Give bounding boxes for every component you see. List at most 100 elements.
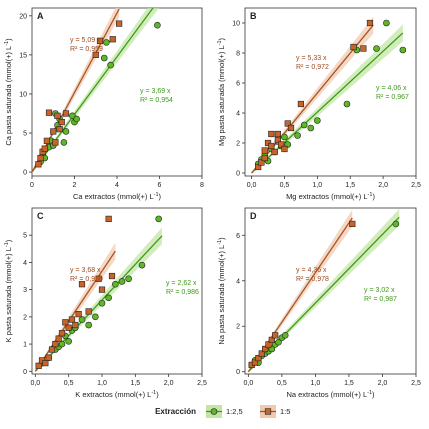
- x-axis-title-exponent: -1: [368, 192, 373, 198]
- regression-line-1:5: [34, 250, 116, 372]
- point-square: [41, 145, 48, 152]
- x-tick-label: 2,0: [164, 380, 174, 387]
- point-square: [287, 124, 295, 132]
- point-square: [284, 120, 291, 127]
- y-axis-title: Ca pasta saturada (mmol(+) L-1): [4, 38, 13, 146]
- panel-D: 0,0 0,5 1,0 1,5 2,0 2,5 0 2 4 6 Na extractos (mmol…: [217, 207, 421, 399]
- point-circle: [62, 128, 70, 135]
- y-tick-label: 6: [236, 233, 240, 240]
- point-square: [262, 345, 269, 353]
- point-circle: [138, 261, 146, 269]
- point-circle: [60, 139, 68, 146]
- equation-label: y = 3,68 x: [70, 267, 101, 274]
- legend-title: Extracción: [155, 407, 196, 416]
- r2-label: R² = 0,978: [296, 276, 329, 283]
- y-axis-title-close: ): [217, 237, 226, 240]
- plot-content: [32, 8, 161, 174]
- point-square: [108, 272, 116, 280]
- point-circle: [85, 321, 92, 329]
- point-square: [268, 142, 275, 150]
- y-axis-title-close: ): [4, 38, 13, 41]
- panel-label: A: [37, 11, 44, 21]
- plot-area: [31, 7, 203, 177]
- x-tick-label: 2,5: [411, 182, 421, 189]
- point-square: [261, 154, 268, 162]
- point-square: [255, 354, 262, 362]
- point-square: [45, 109, 53, 116]
- point-square: [95, 275, 102, 282]
- point-circle: [103, 39, 110, 46]
- x-tick-label: 1,5: [130, 380, 140, 387]
- x-axis-title-close: ): [372, 390, 375, 399]
- panel-C: 0,0 0,5 1,0 1,5 2,0 2,5 0 1 2 3 4 5 K extractos (mmo…: [4, 207, 207, 399]
- legend-label: 1:2,5: [226, 407, 243, 416]
- legend: Extracción 1:2,5 1:5: [155, 405, 290, 418]
- point-square: [258, 350, 265, 357]
- point-square: [366, 19, 374, 27]
- point-square: [85, 308, 92, 315]
- point-square: [35, 161, 42, 168]
- x-tick-label: 2,0: [378, 380, 388, 387]
- point-circle: [98, 299, 106, 307]
- panel-label: D: [250, 211, 257, 221]
- point-circle: [107, 61, 114, 69]
- x-tick-label: 2,0: [378, 182, 388, 189]
- x-axis-title-text: Mg extractos (mmol(+) L: [286, 192, 367, 201]
- point-square: [96, 37, 104, 44]
- point-circle: [92, 313, 99, 321]
- point-square: [116, 20, 123, 27]
- point-square: [360, 45, 367, 52]
- x-tick-label: 0,0: [247, 182, 257, 189]
- point-square: [92, 51, 99, 58]
- point-square: [349, 220, 356, 228]
- point-square: [297, 100, 305, 108]
- y-tick-label: 2: [236, 141, 240, 148]
- legend-label: 1:5: [280, 407, 290, 416]
- point-circle: [314, 117, 321, 124]
- panel-B: 0,0 0,5 1,0 1,5 2,0 2,5 0 2 4 6 8 10 Mg extractos (m…: [217, 7, 421, 201]
- x-axis-title-close: ): [372, 192, 375, 201]
- y-tick-label: 2: [23, 314, 27, 321]
- equation-label: y = 4,36 x: [296, 267, 327, 274]
- equation-label: y = 5,33 x: [296, 55, 327, 62]
- y-tick-label: 5: [23, 233, 27, 240]
- y-tick-label: 1: [23, 342, 27, 349]
- y-tick-label: 10: [232, 21, 240, 28]
- point-square: [62, 110, 70, 117]
- point-circle: [275, 338, 282, 346]
- point-square: [281, 145, 288, 153]
- x-tick-label: 8: [200, 182, 204, 189]
- y-tick-label: 6: [236, 81, 240, 88]
- y-tick-label: 5: [23, 131, 27, 138]
- point-square: [65, 324, 72, 331]
- point-square: [255, 163, 262, 171]
- y-tick-label: 0: [236, 369, 240, 376]
- point-square: [58, 118, 65, 126]
- r2-label: R² = 0,987: [364, 296, 397, 303]
- x-tick-label: 0,0: [243, 380, 253, 387]
- point-square: [52, 139, 59, 146]
- point-square: [251, 359, 259, 366]
- legend-item: 1:2,5: [206, 405, 243, 418]
- y-tick-label: 20: [19, 13, 27, 20]
- point-circle: [281, 332, 289, 339]
- x-tick-label: 2,5: [197, 380, 207, 387]
- equation-label: y = 3,02 x: [364, 287, 395, 294]
- x-axis-title-exponent: -1: [367, 390, 372, 396]
- r2-label: R² = 0,967: [376, 94, 409, 101]
- point-circle: [281, 133, 288, 141]
- point-square: [258, 159, 265, 166]
- x-axis-title-close: ): [156, 390, 159, 399]
- panel-label: C: [37, 211, 44, 221]
- x-tick-label: 2,5: [411, 380, 421, 387]
- y-axis-title-close: ): [4, 239, 13, 242]
- point-circle: [105, 294, 112, 302]
- y-axis-title: Mg pasta saturada (mmol(+) L-1): [217, 37, 226, 146]
- x-tick-label: 2: [73, 182, 77, 189]
- y-axis-title: Na pasta saturada (mmol(+) L-1): [217, 237, 226, 345]
- point-circle: [294, 132, 301, 139]
- point-square: [78, 281, 86, 288]
- legend-key-circle: [210, 408, 218, 415]
- x-tick-label: 1,0: [312, 182, 322, 189]
